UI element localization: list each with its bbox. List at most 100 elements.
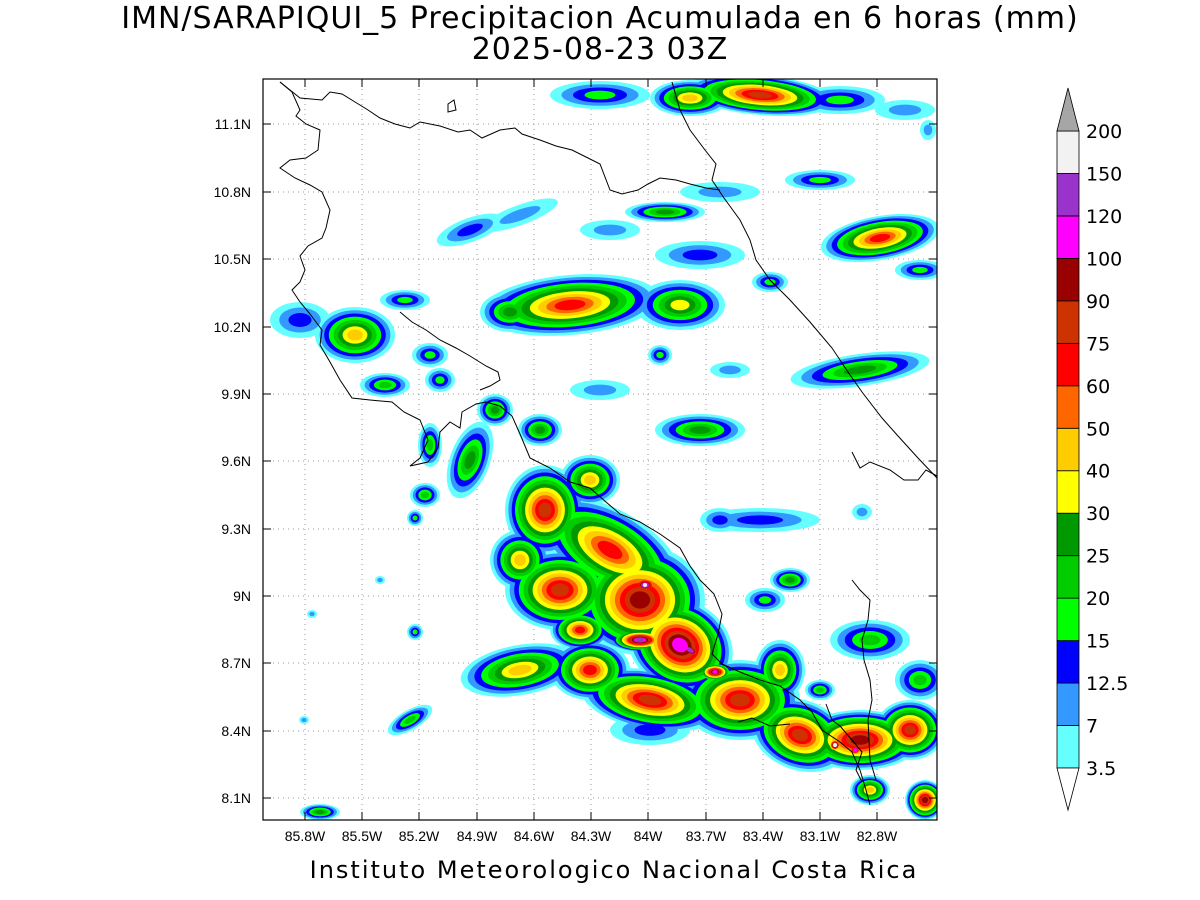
precip-cell bbox=[426, 439, 434, 451]
precip-cell bbox=[816, 687, 824, 693]
y-tick-label: 9.9N bbox=[221, 386, 251, 402]
colorbar-label: 100 bbox=[1086, 248, 1122, 270]
colorbar-bin bbox=[1056, 215, 1080, 259]
precip-cell bbox=[538, 502, 552, 518]
map-frame bbox=[262, 78, 938, 821]
precip-cell bbox=[551, 583, 569, 597]
precip-cell bbox=[514, 554, 526, 566]
colorbar-label: 200 bbox=[1086, 121, 1122, 143]
precip-cell bbox=[584, 475, 596, 485]
colorbar-label: 3.5 bbox=[1086, 758, 1116, 780]
precip-cell bbox=[583, 384, 617, 396]
precip-cell bbox=[288, 313, 312, 327]
nicaragua-border-line bbox=[279, 81, 721, 195]
precip-cell bbox=[597, 540, 623, 560]
footer-credit: Instituto Meteorologico Nacional Costa R… bbox=[309, 856, 919, 884]
precip-cell bbox=[656, 351, 664, 359]
coastline-west bbox=[279, 81, 871, 806]
precip-cell bbox=[856, 507, 868, 517]
nicoya-gulf-line bbox=[399, 311, 501, 391]
colorbar-bin bbox=[1056, 342, 1080, 387]
precip-cell bbox=[584, 90, 616, 100]
osa-line bbox=[737, 717, 791, 727]
precip-cell bbox=[655, 209, 675, 215]
x-tick-label: 83.4W bbox=[743, 828, 784, 844]
colorbar-bin bbox=[1056, 300, 1080, 344]
x-tick-label: 85.5W bbox=[342, 828, 383, 844]
precip-cell bbox=[719, 365, 741, 375]
x-tick-label: 84.3W bbox=[571, 828, 612, 844]
precip-cell bbox=[843, 365, 877, 375]
x-axis: 85.8W 85.5W 85.2W 84.9W 84.6W 84.3W 84W 83.7W 83… bbox=[285, 79, 898, 844]
precip-cell bbox=[736, 515, 784, 525]
precip-cell bbox=[785, 577, 795, 583]
precip-cell bbox=[792, 728, 808, 742]
y-tick-label: 8.4N bbox=[221, 723, 251, 739]
precip-cell bbox=[309, 611, 315, 617]
x-tick-label: 85.8W bbox=[285, 828, 326, 844]
colorbar-label: 150 bbox=[1086, 163, 1122, 185]
precip-cell bbox=[424, 351, 436, 359]
precip-cell bbox=[682, 94, 698, 102]
bocas-line bbox=[851, 579, 877, 781]
colorbar-bin bbox=[1056, 385, 1080, 429]
colorbar-bin bbox=[1056, 470, 1080, 514]
colorbar-bin bbox=[1056, 725, 1080, 769]
precip-cell bbox=[583, 664, 597, 676]
precipitation-field bbox=[270, 79, 937, 820]
precip-cell bbox=[490, 406, 500, 414]
precip-cell bbox=[499, 206, 541, 224]
precip-cell bbox=[347, 329, 363, 341]
precip-cell bbox=[377, 577, 383, 583]
precip-cell bbox=[687, 647, 693, 653]
y-tick-label: 10.2N bbox=[214, 319, 251, 335]
precip-cell bbox=[508, 664, 532, 676]
colorbar-label: 25 bbox=[1086, 546, 1110, 568]
precip-cell bbox=[593, 224, 627, 236]
y-tick-label: 8.1N bbox=[221, 790, 251, 806]
precip-cell bbox=[888, 104, 922, 116]
colorbar-label: 50 bbox=[1086, 418, 1110, 440]
precip-cell bbox=[912, 266, 928, 274]
precip-cell bbox=[682, 249, 718, 261]
precip-cell bbox=[913, 674, 927, 686]
colorbar-legend: 3.5 7 12.5 15 20 25 30 40 50 60 75 90 100 120 150 200 bbox=[1056, 87, 1128, 812]
panama-border-line bbox=[825, 703, 863, 783]
colorbar-bin bbox=[1056, 427, 1080, 472]
precip-cell bbox=[712, 515, 728, 525]
precip-cell bbox=[315, 810, 325, 814]
precip-cell bbox=[747, 91, 773, 99]
island-shape bbox=[447, 99, 457, 113]
precip-cell bbox=[503, 307, 517, 317]
precip-cell bbox=[859, 634, 881, 646]
map-title: IMN/SARAPIQUI_5 Precipitacion Acumulada … bbox=[121, 1, 1079, 36]
y-tick-label: 10.5N bbox=[214, 251, 251, 267]
precip-cell bbox=[642, 583, 648, 587]
y-tick-label: 9N bbox=[233, 588, 251, 604]
precip-cell bbox=[809, 176, 831, 184]
precip-cell bbox=[833, 743, 837, 747]
colorbar-label: 120 bbox=[1086, 206, 1122, 228]
precip-level-150 bbox=[642, 583, 837, 747]
precip-cell bbox=[421, 491, 429, 499]
x-tick-label: 84W bbox=[634, 828, 664, 844]
precip-cell bbox=[301, 717, 307, 723]
precip-cell bbox=[554, 299, 586, 311]
precip-cell bbox=[635, 638, 645, 642]
x-tick-label: 84.6W bbox=[514, 828, 555, 844]
x-tick-label: 83.1W bbox=[800, 828, 841, 844]
colorbar-label: 90 bbox=[1086, 291, 1110, 313]
precip-cell bbox=[850, 735, 870, 745]
precip-cell bbox=[921, 796, 929, 804]
x-tick-label: 85.2W bbox=[399, 828, 440, 844]
precip-cell bbox=[775, 664, 785, 676]
colorbar-bin bbox=[1056, 130, 1080, 174]
precip-cell bbox=[534, 426, 546, 434]
colorbar-label: 7 bbox=[1086, 716, 1098, 738]
y-tick-label: 10.8N bbox=[214, 184, 251, 200]
x-tick-label: 82.8W bbox=[857, 828, 898, 844]
y-axis: 11.1N 10.8N 10.5N 10.2N 9.9N 9.6N 9.3N 9N 8.7N 8.… bbox=[214, 116, 937, 806]
y-tick-label: 9.6N bbox=[221, 453, 251, 469]
precip-cell bbox=[764, 278, 776, 286]
